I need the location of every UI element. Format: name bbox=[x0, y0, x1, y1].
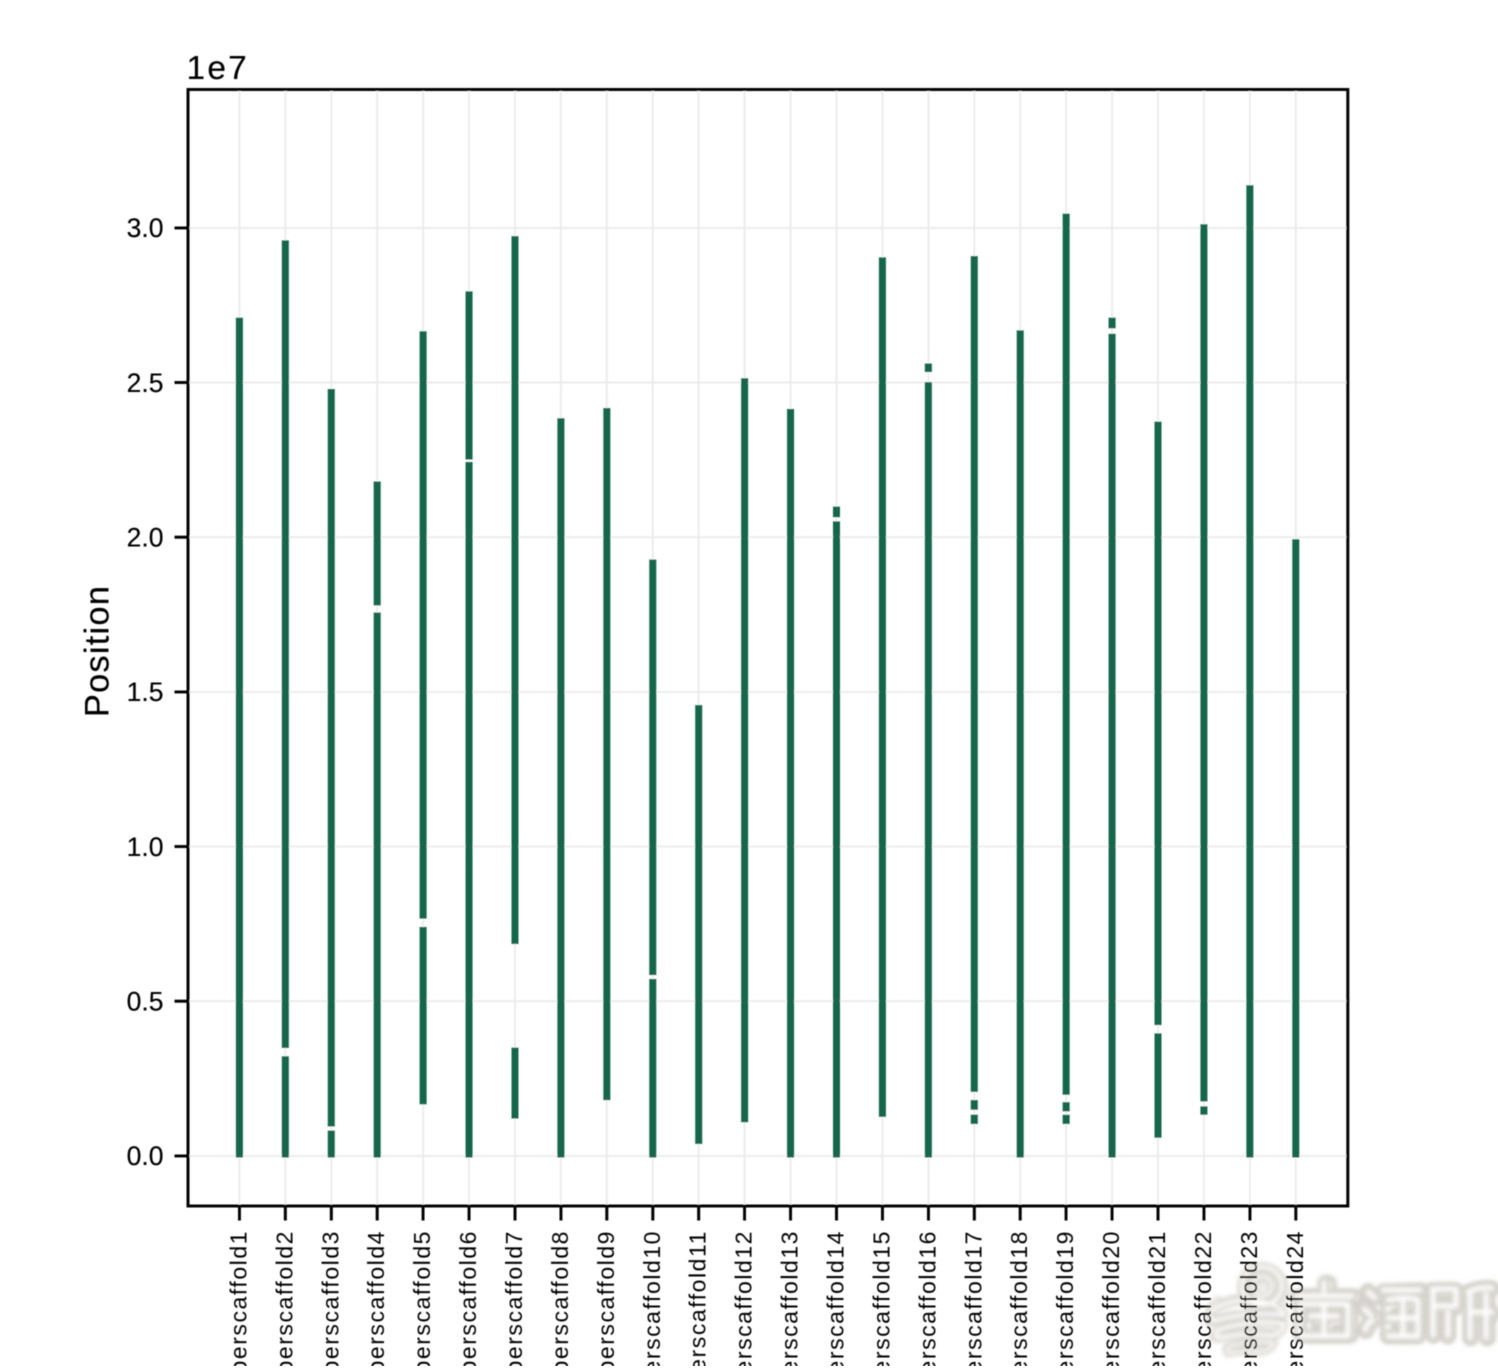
svg-text:superscaffold19: superscaffold19 bbox=[1052, 1230, 1078, 1366]
svg-text:superscaffold3: superscaffold3 bbox=[317, 1230, 343, 1366]
svg-text:superscaffold14: superscaffold14 bbox=[823, 1230, 849, 1366]
svg-text:superscaffold13: superscaffold13 bbox=[777, 1230, 803, 1366]
svg-text:superscaffold8: superscaffold8 bbox=[547, 1230, 573, 1366]
svg-text:superscaffold21: superscaffold21 bbox=[1144, 1230, 1170, 1366]
svg-text:1.5: 1.5 bbox=[127, 677, 164, 707]
svg-text:3.0: 3.0 bbox=[127, 213, 164, 243]
svg-text:superscaffold17: superscaffold17 bbox=[960, 1230, 986, 1366]
svg-text:0.0: 0.0 bbox=[127, 1141, 164, 1171]
svg-text:2.5: 2.5 bbox=[127, 368, 164, 398]
svg-text:superscaffold16: superscaffold16 bbox=[914, 1230, 940, 1366]
svg-text:2.0: 2.0 bbox=[127, 523, 164, 553]
svg-text:Position: Position bbox=[79, 585, 117, 717]
svg-text:superscaffold18: superscaffold18 bbox=[1006, 1230, 1032, 1366]
svg-text:2.5: 2.5 bbox=[127, 368, 164, 398]
svg-text:3.0: 3.0 bbox=[127, 213, 164, 243]
svg-text:superscaffold5: superscaffold5 bbox=[409, 1230, 435, 1366]
svg-text:superscaffold9: superscaffold9 bbox=[593, 1230, 619, 1366]
svg-text:superscaffold2: superscaffold2 bbox=[271, 1230, 297, 1366]
svg-text:superscaffold22: superscaffold22 bbox=[1190, 1230, 1216, 1366]
svg-text:Position: Position bbox=[79, 585, 117, 717]
svg-text:1.5: 1.5 bbox=[127, 677, 164, 707]
svg-text:1e7: 1e7 bbox=[187, 50, 250, 87]
svg-text:superscaffold4: superscaffold4 bbox=[363, 1230, 389, 1366]
svg-text:superscaffold24: superscaffold24 bbox=[1282, 1230, 1308, 1366]
svg-text:0.0: 0.0 bbox=[127, 1141, 164, 1171]
svg-text:superscaffold12: superscaffold12 bbox=[731, 1230, 757, 1366]
svg-text:superscaffold10: superscaffold10 bbox=[639, 1230, 665, 1366]
svg-text:superscaffold15: superscaffold15 bbox=[868, 1230, 894, 1366]
svg-text:0.5: 0.5 bbox=[127, 987, 164, 1017]
svg-text:0.5: 0.5 bbox=[127, 987, 164, 1017]
svg-text:2.0: 2.0 bbox=[127, 523, 164, 553]
svg-text:superscaffold23: superscaffold23 bbox=[1236, 1230, 1262, 1366]
svg-text:superscaffold11: superscaffold11 bbox=[685, 1230, 711, 1366]
svg-text:superscaffold6: superscaffold6 bbox=[455, 1230, 481, 1366]
svg-text:1e7: 1e7 bbox=[187, 50, 250, 87]
svg-text:superscaffold1: superscaffold1 bbox=[225, 1230, 251, 1366]
svg-text:superscaffold20: superscaffold20 bbox=[1098, 1230, 1124, 1366]
svg-text:1.0: 1.0 bbox=[127, 832, 164, 862]
svg-text:1.0: 1.0 bbox=[127, 832, 164, 862]
svg-text:superscaffold7: superscaffold7 bbox=[501, 1230, 527, 1366]
